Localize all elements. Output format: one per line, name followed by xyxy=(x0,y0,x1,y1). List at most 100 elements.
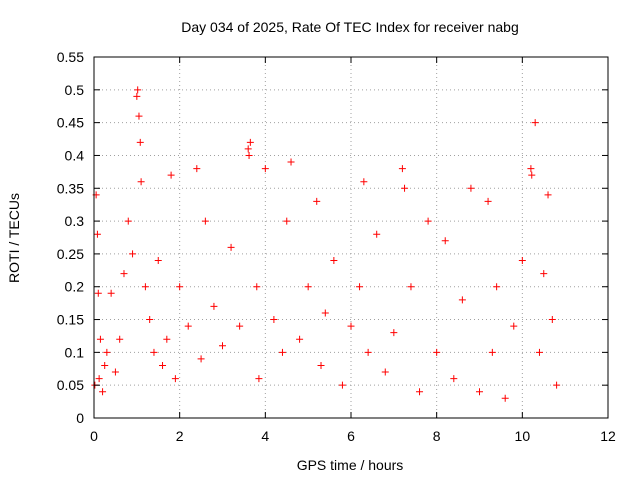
data-point-marker xyxy=(270,316,278,324)
data-point-marker xyxy=(236,322,244,330)
data-point-marker xyxy=(255,375,263,383)
data-point-marker xyxy=(338,381,346,389)
data-point-marker xyxy=(296,335,304,343)
data-point-marker xyxy=(246,138,254,146)
data-point-marker xyxy=(171,375,179,383)
data-point-marker xyxy=(364,348,372,356)
data-point-marker xyxy=(553,381,561,389)
y-tick-label: 0.55 xyxy=(57,49,84,65)
data-point-marker xyxy=(137,178,145,186)
x-tick-label: 6 xyxy=(347,428,355,444)
y-tick-label: 0.35 xyxy=(57,180,84,196)
data-point-marker xyxy=(184,322,192,330)
data-point-marker xyxy=(93,230,101,238)
y-tick-label: 0.25 xyxy=(57,246,84,262)
data-point-marker xyxy=(373,230,381,238)
y-tick-label: 0.5 xyxy=(65,82,85,98)
data-point-marker xyxy=(287,158,295,166)
data-point-marker xyxy=(124,217,132,225)
data-point-marker xyxy=(150,348,158,356)
data-point-marker xyxy=(253,283,261,291)
data-point-marker xyxy=(120,270,128,278)
x-tick-label: 4 xyxy=(261,428,269,444)
data-point-marker xyxy=(197,355,205,363)
data-point-marker xyxy=(111,368,119,376)
data-point-marker xyxy=(476,388,483,396)
x-axis-label: GPS time / hours xyxy=(297,457,404,473)
data-point-marker xyxy=(244,145,252,153)
data-point-marker xyxy=(398,165,406,173)
y-tick-label: 0.05 xyxy=(57,377,84,393)
data-point-marker xyxy=(227,243,235,251)
data-point-marker xyxy=(528,171,536,179)
x-tick-label: 8 xyxy=(433,428,441,444)
data-point-marker xyxy=(261,165,269,173)
data-point-marker xyxy=(133,92,141,100)
data-point-marker xyxy=(531,119,539,127)
x-tick-label: 10 xyxy=(515,428,531,444)
data-point-marker xyxy=(107,289,115,297)
data-point-marker xyxy=(356,283,364,291)
y-tick-label: 0.2 xyxy=(65,279,85,295)
data-point-marker xyxy=(219,342,226,350)
data-point-marker xyxy=(548,316,556,324)
data-point-marker xyxy=(141,283,149,291)
data-point-marker xyxy=(347,322,355,330)
data-point-marker xyxy=(278,348,286,356)
data-point-marker xyxy=(159,361,167,369)
data-point-marker xyxy=(467,184,475,192)
y-tick-label: 0.15 xyxy=(57,312,84,328)
data-point-marker xyxy=(450,375,458,383)
data-point-marker xyxy=(360,178,368,186)
data-point-marker xyxy=(424,217,432,225)
data-point-marker xyxy=(201,217,209,225)
data-point-marker xyxy=(401,184,409,192)
data-point-marker xyxy=(510,322,518,330)
data-point-marker xyxy=(95,375,103,383)
data-point-marker xyxy=(176,283,184,291)
data-point-marker xyxy=(407,283,415,291)
data-point-marker xyxy=(193,165,201,173)
y-tick-label: 0.1 xyxy=(65,344,85,360)
data-point-marker xyxy=(313,197,321,205)
y-tick-label: 0 xyxy=(76,410,84,426)
data-point-marker xyxy=(146,316,154,324)
data-point-marker xyxy=(433,348,441,356)
data-point-marker xyxy=(330,256,338,264)
data-point-marker xyxy=(283,217,291,225)
x-tick-label: 12 xyxy=(600,428,616,444)
data-point-marker xyxy=(317,361,325,369)
data-point-marker xyxy=(390,329,398,337)
y-tick-label: 0.3 xyxy=(65,213,85,229)
data-point-marker xyxy=(116,335,124,343)
data-point-marker xyxy=(163,335,171,343)
chart-title: Day 034 of 2025, Rate Of TEC Index for r… xyxy=(181,19,518,35)
data-point-marker xyxy=(441,237,449,245)
data-point-marker xyxy=(99,388,107,396)
data-point-marker xyxy=(501,394,509,402)
data-point-marker xyxy=(540,270,548,278)
data-point-marker xyxy=(527,165,535,173)
y-axis-label: ROTI / TECUs xyxy=(6,193,22,283)
data-point-marker xyxy=(101,361,109,369)
x-tick-label: 2 xyxy=(176,428,184,444)
data-point-marker xyxy=(535,348,543,356)
data-points xyxy=(91,86,561,402)
data-point-marker xyxy=(245,151,253,159)
axis-ticks: 0 2 4 6 8 10 12 0 0.05 0.1 0.15 0.2 0.25 0.3 0.35 0.4 0.… xyxy=(57,49,616,444)
data-point-marker xyxy=(136,138,144,146)
data-point-marker xyxy=(381,368,389,376)
y-tick-label: 0.45 xyxy=(57,115,84,131)
data-point-marker xyxy=(167,171,175,179)
grid-lines xyxy=(94,57,608,418)
data-point-marker xyxy=(321,309,329,317)
data-point-marker xyxy=(210,302,218,310)
data-point-marker xyxy=(134,86,142,94)
data-point-marker xyxy=(518,256,526,264)
data-point-marker xyxy=(103,348,111,356)
data-point-marker xyxy=(544,191,552,199)
data-point-marker xyxy=(458,296,466,304)
y-tick-label: 0.4 xyxy=(65,147,85,163)
data-point-marker xyxy=(416,388,424,396)
